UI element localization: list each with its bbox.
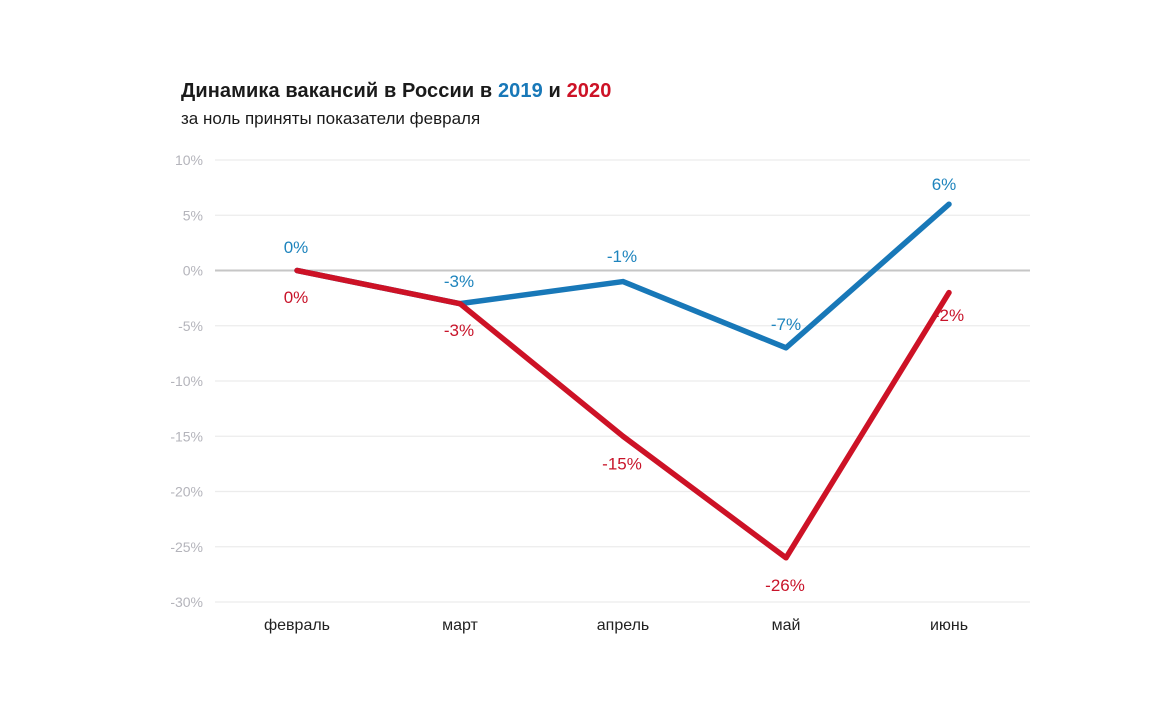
series-line-2020 — [294, 267, 952, 561]
y-axis-tick-label: -10% — [170, 373, 203, 389]
chart-title-prefix: Динамика вакансий в России в — [181, 80, 498, 102]
y-axis-tick-label: -20% — [170, 484, 203, 500]
data-label-2019: -7% — [771, 315, 801, 334]
y-axis-tick-label: -30% — [170, 594, 203, 610]
y-axis-tick-label: -5% — [178, 318, 203, 334]
chart-header: Динамика вакансий в России в 2019 и 2020… — [181, 80, 611, 129]
y-axis-tick-label: 10% — [175, 152, 203, 168]
data-label-2019: -1% — [607, 247, 637, 266]
x-axis-label: июнь — [930, 617, 968, 634]
data-label-2019: 6% — [932, 175, 957, 194]
x-axis-label: май — [772, 617, 801, 634]
data-label-2019: 0% — [284, 238, 309, 257]
chart-subtitle: за ноль приняты показатели февраля — [181, 109, 481, 128]
x-axis-label: февраль — [264, 617, 330, 634]
x-axis-label: апрель — [597, 617, 650, 634]
y-axis-tick-label: -25% — [170, 539, 203, 555]
data-label-2019: -3% — [444, 272, 474, 291]
chart-title: Динамика вакансий в России в 2019 и 2020 — [181, 80, 611, 103]
data-label-2020: -3% — [444, 321, 474, 340]
data-label-2020: -2% — [934, 306, 964, 325]
data-label-2020: -15% — [602, 454, 642, 473]
y-axis-tick-label: -15% — [170, 428, 203, 444]
y-axis-tick-label: 0% — [183, 263, 203, 279]
data-label-2020: -26% — [765, 576, 805, 595]
chart-title-year-2019: 2019 — [497, 80, 543, 102]
chart-title-conjunction: и — [542, 80, 567, 102]
chart-title-year-2020: 2020 — [566, 80, 612, 102]
data-label-2020: 0% — [284, 288, 309, 307]
y-axis-tick-label: 5% — [183, 207, 203, 223]
x-axis-label: март — [442, 617, 478, 634]
